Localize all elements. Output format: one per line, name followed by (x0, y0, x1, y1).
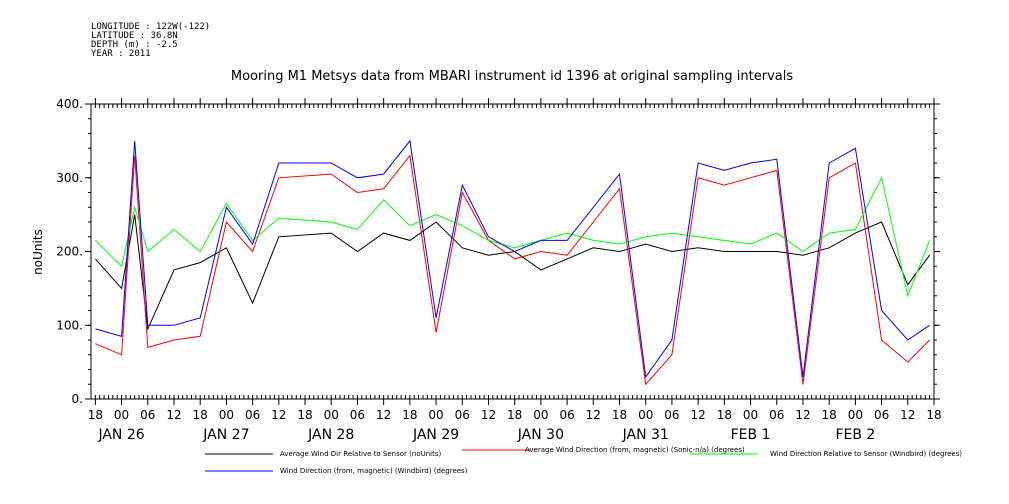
legend: Average Wind Dir Relative to Sensor (noU… (205, 446, 962, 475)
x-hour-label: 18 (612, 408, 627, 422)
y-tick-label: 100. (56, 318, 83, 332)
x-hour-label: 06 (664, 408, 679, 422)
x-hour-label: 12 (376, 408, 391, 422)
meta-line: DEPTH (m) : -2.5 (91, 40, 178, 50)
x-hour-label: 12 (271, 408, 286, 422)
meta-line: LONGITUDE : 122W(-122) (91, 22, 210, 32)
x-hour-label: 06 (350, 408, 365, 422)
x-hour-label: 00 (219, 408, 234, 422)
x-date-label: JAN 30 (517, 427, 564, 443)
x-hour-label: 12 (795, 408, 810, 422)
x-hour-label: 18 (926, 408, 941, 422)
x-hour-label: 18 (193, 408, 208, 422)
x-date-label: FEB 2 (835, 427, 875, 443)
x-axis: 18 00 06 12 18 00 06 12 18 00 06 12 18 00 06 12 18 00 06 12… (88, 98, 942, 443)
chart-title: Mooring M1 Metsys data from MBARI instru… (231, 69, 793, 84)
x-hour-label: 18 (822, 408, 837, 422)
y-axis: 0. 100. 200. 300. 400. (56, 97, 940, 406)
y-tick-label: 300. (56, 171, 83, 185)
x-hour-label: 12 (586, 408, 601, 422)
x-hour-label: 06 (245, 408, 260, 422)
legend-label-3: Wind Direction Relative to Sensor (Windb… (770, 450, 962, 458)
chart-metadata: LONGITUDE : 122W(-122)LATITUDE : 36.8NDE… (91, 22, 210, 59)
x-hour-label: 18 (402, 408, 417, 422)
y-axis-label: noUnits (31, 229, 45, 275)
x-hour-label: 06 (874, 408, 889, 422)
x-date-label: JAN 29 (412, 427, 459, 443)
y-tick-label: 0. (72, 392, 83, 406)
x-hour-label: 12 (481, 408, 496, 422)
x-hour-label: 06 (769, 408, 784, 422)
x-hour-label: 12 (690, 408, 705, 422)
x-hour-label: 06 (559, 408, 574, 422)
y-tick-label: 400. (56, 97, 83, 111)
legend-label-4: Wind Direction (from, magnetic) (Windbir… (280, 467, 468, 475)
series-line-3 (95, 176, 931, 298)
x-hour-label: 00 (324, 408, 339, 422)
x-hour-label: 18 (297, 408, 312, 422)
series-line-4 (95, 139, 930, 379)
x-date-label: JAN 31 (622, 427, 669, 443)
x-hour-label: 00 (114, 408, 129, 422)
x-hour-label: 06 (455, 408, 470, 422)
x-date-label: JAN 27 (202, 427, 249, 443)
meta-line: YEAR : 2011 (91, 49, 151, 59)
x-hour-label: 18 (507, 408, 522, 422)
x-hour-label: 12 (900, 408, 915, 422)
x-date-label: JAN 26 (97, 427, 144, 443)
x-hour-label: 00 (743, 408, 758, 422)
x-hour-label: 00 (848, 408, 863, 422)
x-hour-label: 06 (140, 408, 155, 422)
x-date-label: JAN 28 (307, 427, 354, 443)
x-hour-label: 18 (717, 408, 732, 422)
x-hour-label: 18 (88, 408, 103, 422)
data-series (95, 139, 931, 386)
x-hour-label: 00 (638, 408, 653, 422)
x-hour-label: 00 (533, 408, 548, 422)
legend-label-2: Average Wind Direction (from, magnetic) … (525, 446, 745, 454)
y-tick-label: 200. (56, 245, 83, 259)
x-date-label: FEB 1 (731, 427, 771, 443)
series-line-2 (95, 154, 930, 386)
x-hour-label: 12 (166, 408, 181, 422)
meta-line: LATITUDE : 36.8N (91, 31, 178, 41)
x-hour-label: 00 (428, 408, 443, 422)
legend-label-1: Average Wind Dir Relative to Sensor (noU… (280, 450, 441, 458)
